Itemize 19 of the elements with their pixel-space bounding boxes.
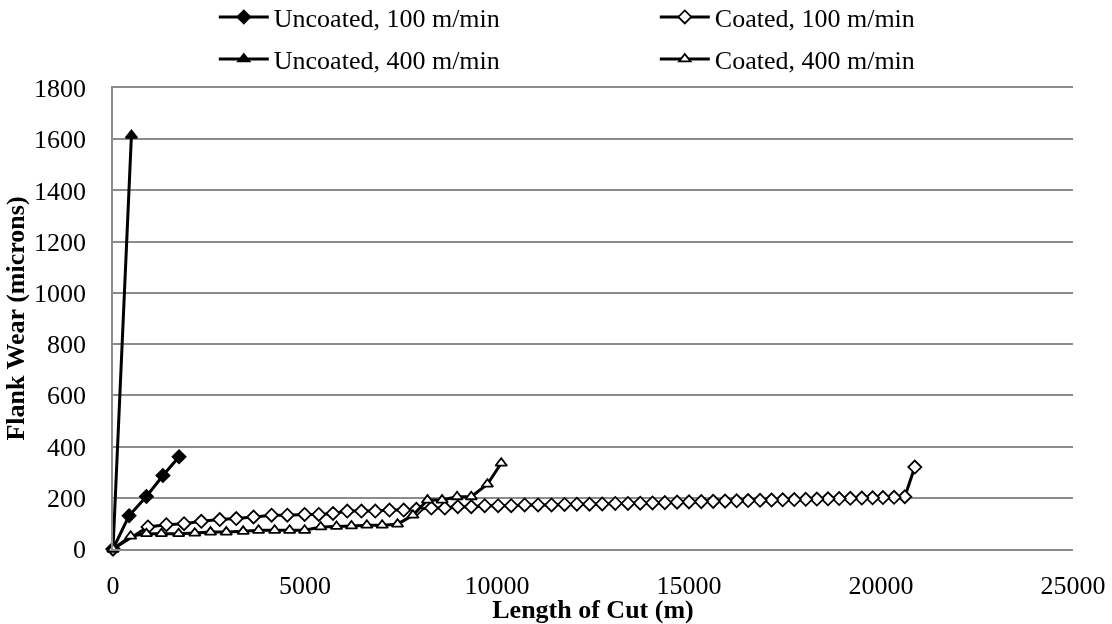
y-tick-label: 1600: [34, 125, 87, 155]
y-tick-label: 0: [73, 535, 87, 565]
y-tick-label: 1400: [34, 176, 87, 206]
x-tick-label: 5000: [279, 570, 331, 600]
legend-label: Coated, 100 m/min: [714, 4, 915, 34]
legend-label: Coated, 400 m/min: [714, 46, 915, 76]
y-tick-label: 1000: [34, 278, 87, 308]
y-tick-label: 400: [47, 432, 87, 462]
y-tick-label: 200: [47, 483, 87, 513]
y-tick-label: 1800: [34, 74, 87, 104]
x-tick-label: 20000: [848, 570, 914, 600]
x-tick-label: 25000: [1040, 570, 1106, 600]
y-tick-label: 1200: [34, 227, 87, 257]
y-tick-label: 600: [47, 381, 87, 411]
legend-label: Uncoated, 400 m/min: [273, 46, 500, 76]
x-tick-label: 0: [106, 570, 120, 600]
y-axis-title: Flank Wear (microns): [0, 196, 30, 441]
y-tick-label: 800: [47, 330, 87, 360]
legend-label: Uncoated, 100 m/min: [273, 4, 500, 34]
